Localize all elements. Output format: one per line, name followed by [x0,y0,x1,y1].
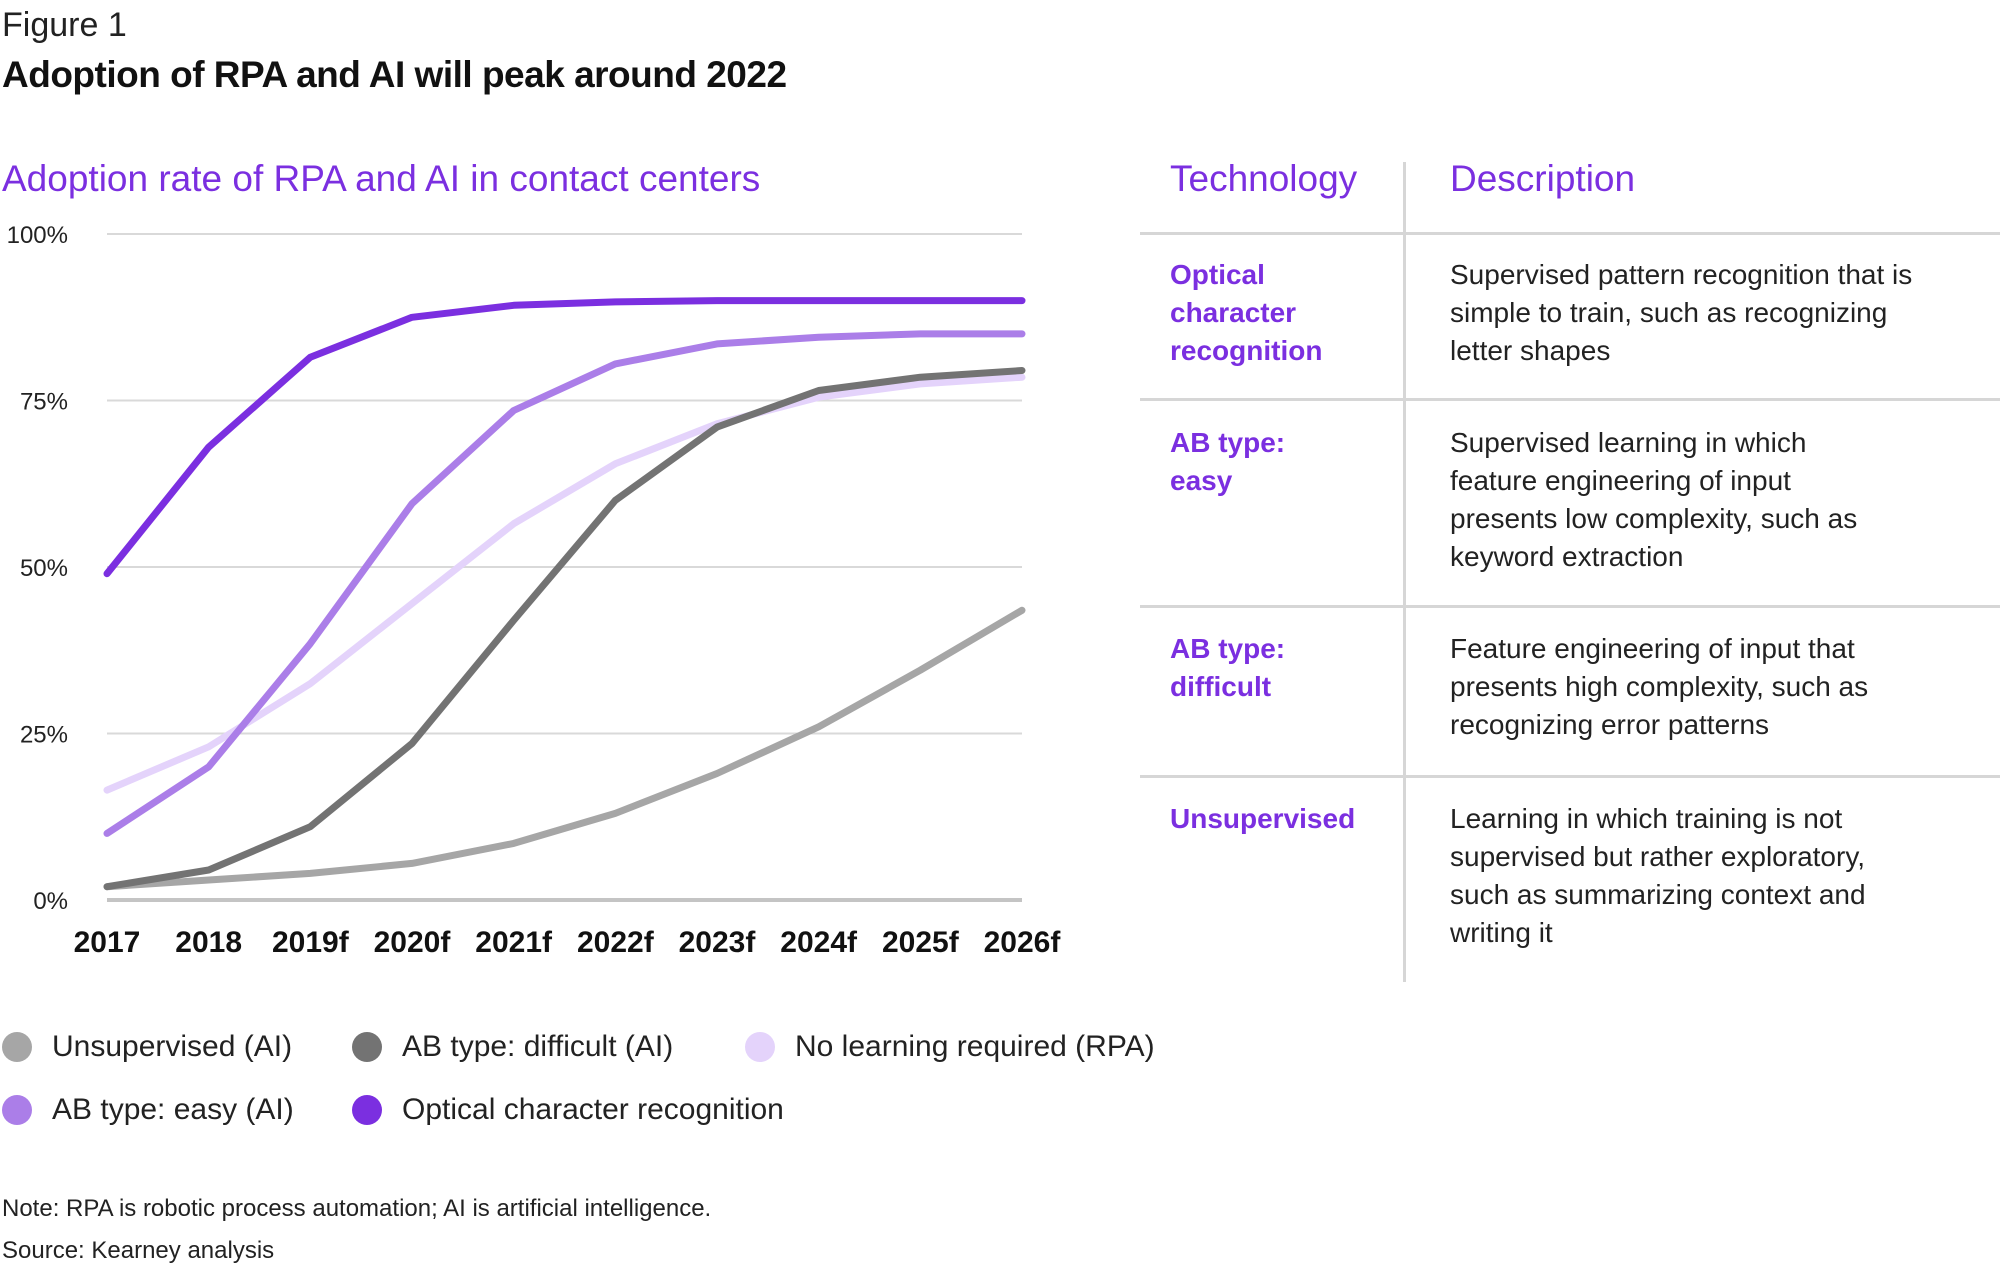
figure-title: Adoption of RPA and AI will peak around … [2,54,787,95]
legend-label: Unsupervised (AI) [52,1030,293,1063]
table-row-description: Feature engineering of input that present… [1450,633,1869,740]
x-tick-label: 2019f [272,926,350,959]
x-tick-label: 2017 [74,926,141,959]
legend-label: AB type: difficult (AI) [402,1030,674,1063]
x-tick-label: 2026f [984,926,1062,959]
table-header-description: Description [1450,158,1636,199]
table-row-technology: Optical character recognition [1170,259,1323,366]
x-tick-label: 2021f [475,926,553,959]
legend-label: AB type: easy (AI) [52,1093,294,1126]
footnotes: Note: RPA is robotic process automation;… [2,1188,711,1272]
legend-label: No learning required (RPA) [795,1030,1155,1063]
column-divider [1403,162,1406,982]
source-text: Source: Kearney analysis [2,1237,275,1264]
legend-swatch [352,1095,382,1125]
x-tick-label: 2023f [679,926,757,959]
table-row-description: Supervised learning in which feature engi… [1450,427,1858,572]
legend-swatch [352,1032,382,1062]
line-chart: 0% 25% 50% 75% 100% 2017 2018 2019f 2020f 2021f 20… [7,222,1062,959]
y-tick-label: 0% [33,888,68,915]
row-divider [1140,775,2000,778]
legend-swatch [745,1032,775,1062]
legend-item: No learning required (RPA) [745,1030,1155,1064]
x-tick-label: 2020f [374,926,452,959]
table-row-technology: AB type: difficult [1170,633,1286,702]
x-tick-label: 2018 [175,926,242,959]
legend-item: AB type: easy (AI) [2,1093,294,1127]
y-tick-label: 50% [20,555,68,582]
note-text: Note: RPA is robotic process automation;… [2,1195,712,1222]
legend-swatch [2,1095,32,1125]
row-divider [1140,605,2000,608]
y-tick-label: 25% [20,722,68,749]
series-line-ab-type-easy-ai [103,330,1026,837]
x-tick-label: 2025f [882,926,960,959]
table-row-description: Learning in which training is not supervi… [1450,803,1866,948]
y-tick-label: 100% [7,222,68,249]
series-line-ab-type-difficult-ai [103,367,1026,891]
legend-item: Optical character recognition [352,1093,784,1127]
chart-title: Adoption rate of RPA and AI in contact c… [2,158,761,199]
table-row-description: Supervised pattern recognition that is si… [1450,259,1913,366]
table-row-technology: Unsupervised [1170,803,1356,834]
legend-item: AB type: difficult (AI) [352,1030,673,1064]
figure-label: Figure 1 [2,6,127,44]
series-line-optical-character-recognition [103,297,1026,578]
table-header-technology: Technology [1170,158,1358,199]
legend-swatch [2,1032,32,1062]
legend-item: Unsupervised (AI) [2,1030,292,1064]
table-row-technology: AB type: easy [1170,427,1286,496]
series-line-no-learning-required-rpa [103,373,1026,794]
legend-label: Optical character recognition [402,1093,784,1126]
row-divider [1140,232,2000,235]
series-line-unsupervised-ai [103,606,1026,891]
x-tick-label: 2024f [780,926,858,959]
x-tick-label: 2022f [577,926,655,959]
row-divider [1140,398,2000,401]
y-tick-label: 75% [20,389,68,416]
